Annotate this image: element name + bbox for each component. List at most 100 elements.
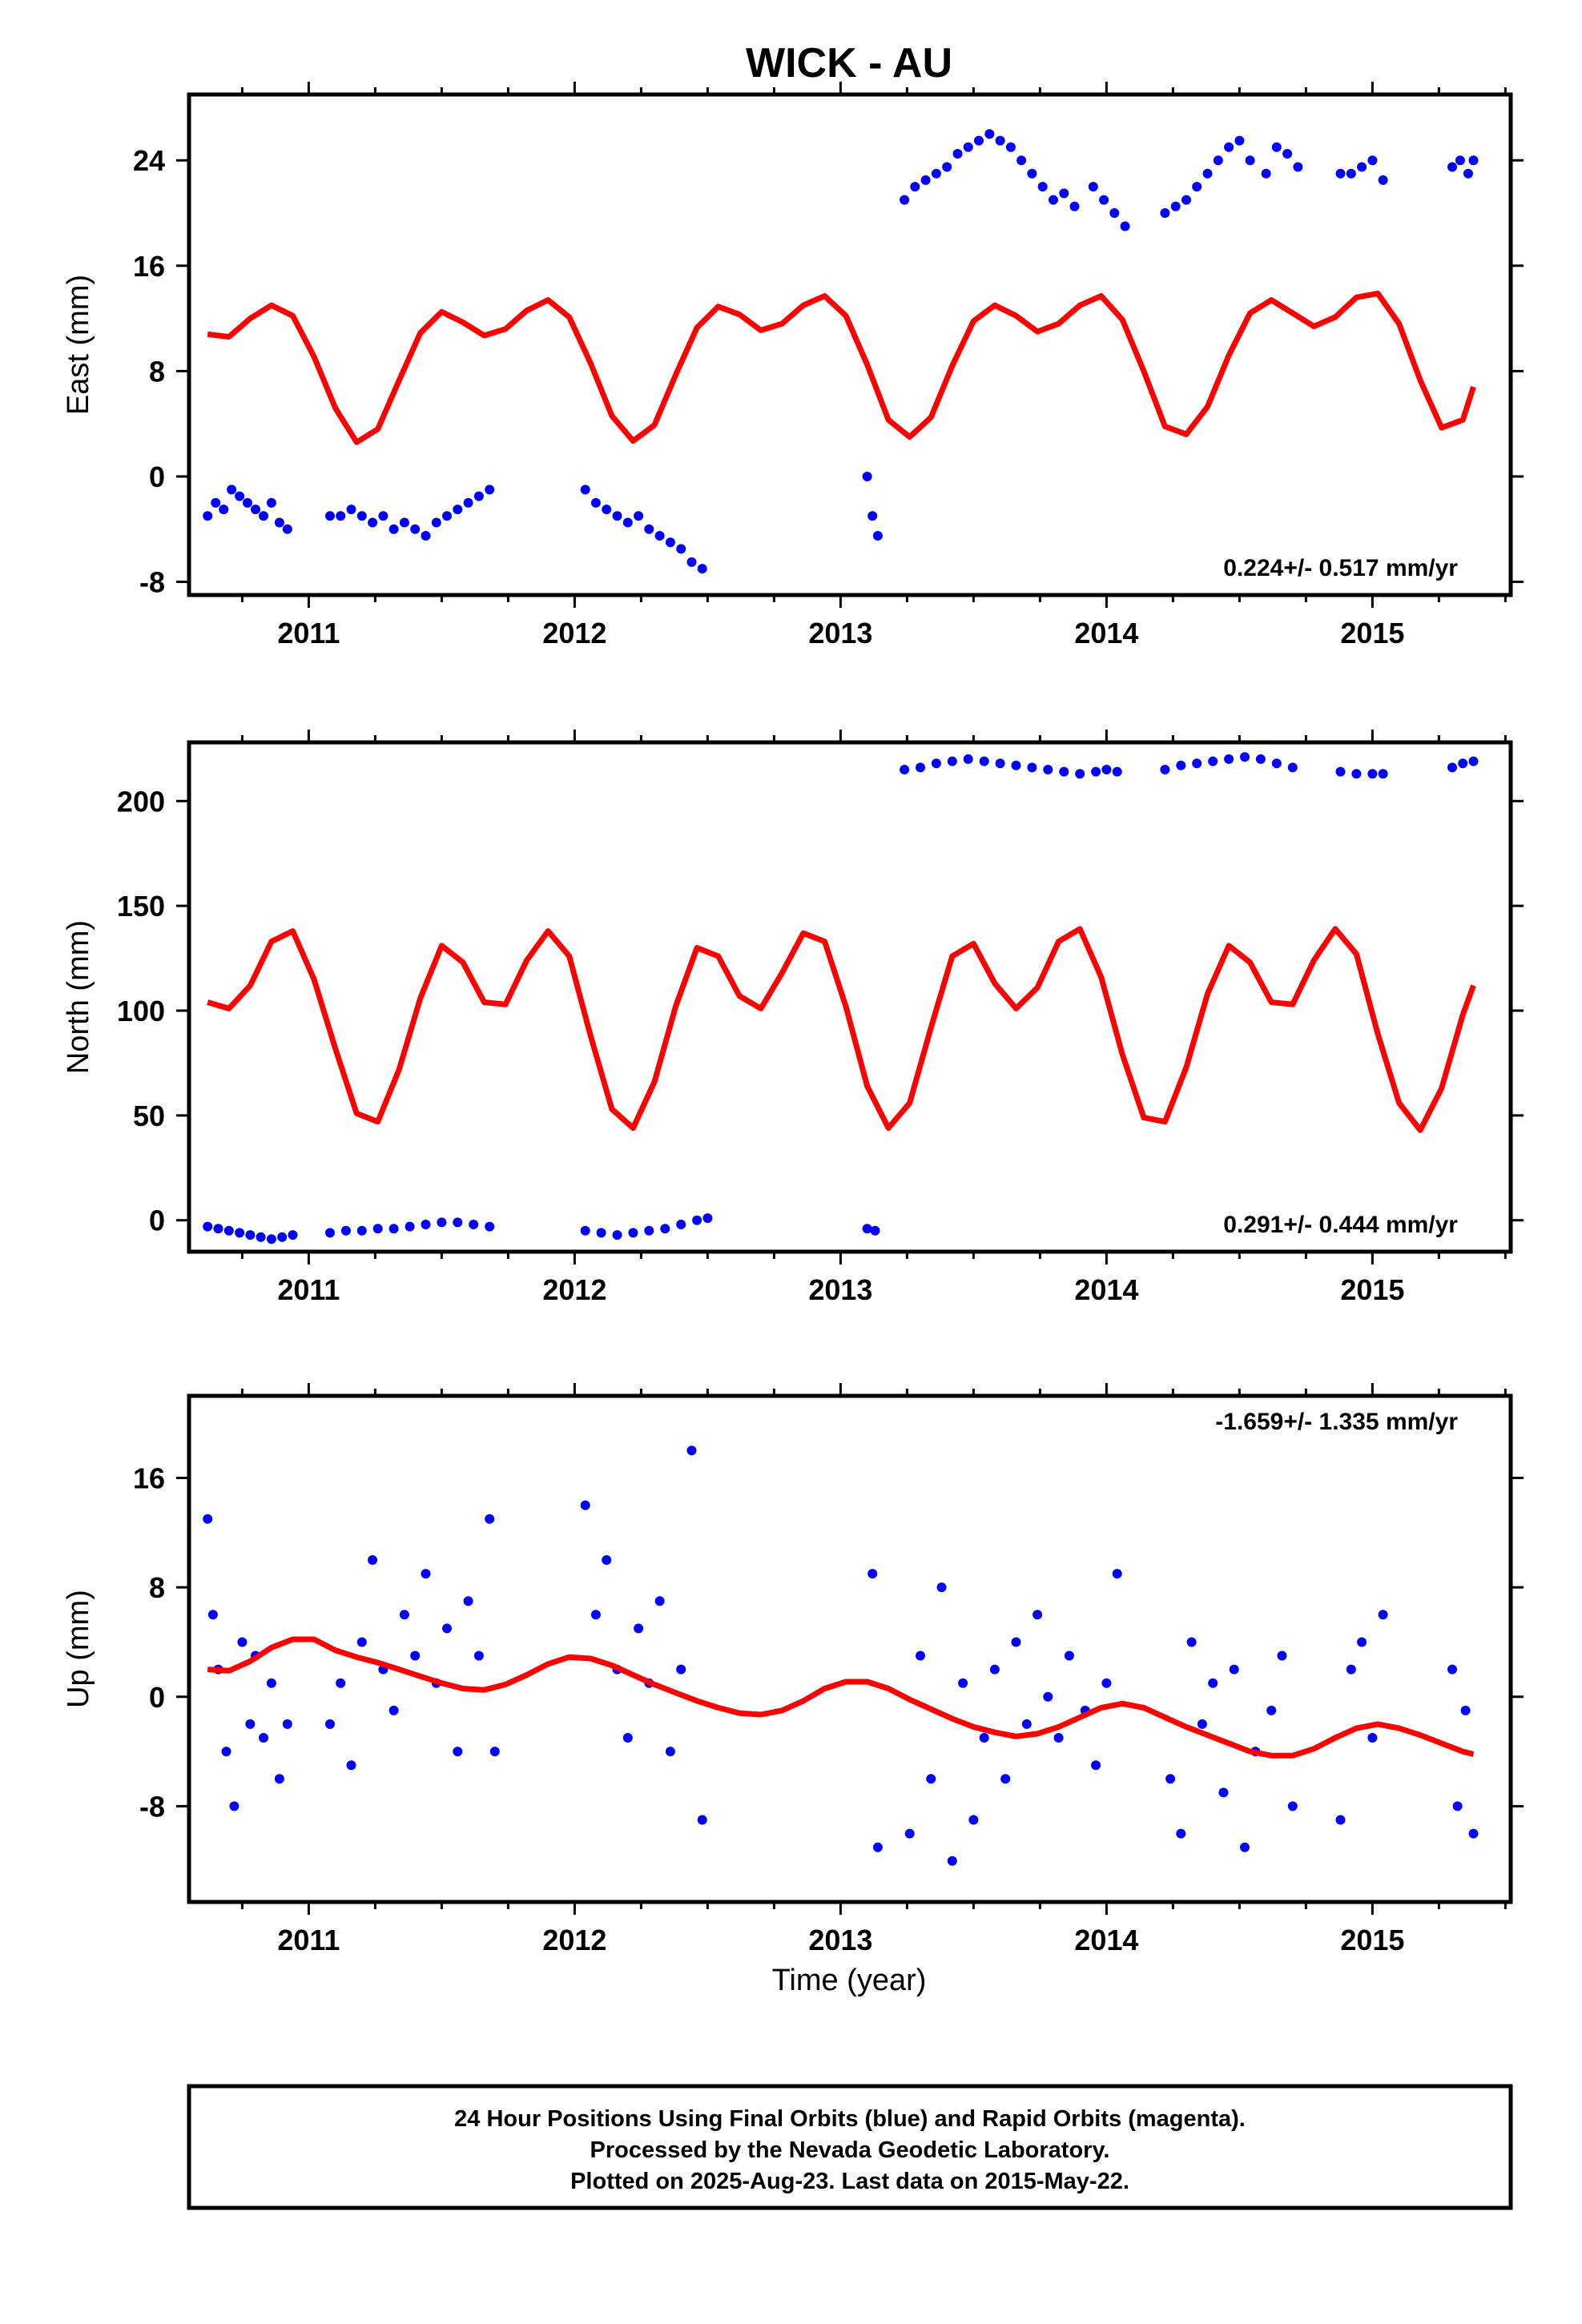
data-point-up xyxy=(1378,1610,1388,1620)
data-point-up xyxy=(872,1842,883,1852)
data-point-north xyxy=(963,754,973,764)
data-point-north xyxy=(1208,756,1218,766)
data-point-up xyxy=(1218,1787,1229,1798)
data-point-up xyxy=(634,1623,644,1634)
data-point-up xyxy=(1468,1828,1479,1839)
data-point-east xyxy=(872,531,883,541)
data-point-east xyxy=(1160,208,1170,218)
data-point-east xyxy=(227,485,237,495)
data-point-east xyxy=(1346,168,1356,179)
data-point-north xyxy=(245,1230,256,1240)
plot-area-north xyxy=(203,752,1479,1244)
data-point-east xyxy=(421,531,431,541)
data-point-east xyxy=(235,491,245,501)
data-point-up xyxy=(947,1856,957,1866)
data-point-north xyxy=(1367,769,1378,779)
data-point-up xyxy=(473,1651,484,1661)
data-point-east xyxy=(368,517,378,528)
data-point-east xyxy=(1261,168,1271,179)
data-point-north xyxy=(1224,754,1234,764)
data-point-north xyxy=(356,1225,367,1236)
data-point-up xyxy=(368,1555,378,1565)
data-point-east xyxy=(243,497,252,508)
figure-title: WICK - AU xyxy=(746,40,952,86)
x-axis-label: Time (year) xyxy=(772,1964,927,1997)
x-tick-label-north: 2012 xyxy=(542,1273,606,1306)
data-point-up xyxy=(1186,1637,1197,1647)
data-point-north xyxy=(1468,756,1479,766)
model-line-north xyxy=(207,926,1476,1133)
data-point-east xyxy=(388,524,399,534)
data-point-east xyxy=(590,497,601,508)
data-point-east xyxy=(654,531,665,541)
data-point-up xyxy=(1357,1637,1367,1647)
data-point-east xyxy=(963,142,973,152)
data-point-north xyxy=(916,762,925,773)
data-point-east xyxy=(1059,188,1069,199)
data-point-north xyxy=(453,1217,463,1228)
data-point-up xyxy=(958,1678,968,1688)
data-point-up xyxy=(399,1610,409,1620)
x-tick-label-north: 2011 xyxy=(277,1273,340,1306)
data-point-north xyxy=(612,1230,622,1240)
data-point-east xyxy=(942,162,952,172)
data-point-east xyxy=(920,175,931,185)
data-point-east xyxy=(274,517,284,528)
data-point-north xyxy=(1447,762,1457,773)
data-point-east xyxy=(442,511,452,521)
data-point-north xyxy=(644,1225,654,1236)
data-point-north xyxy=(288,1230,298,1240)
data-point-east xyxy=(1005,142,1016,152)
data-point-east xyxy=(473,491,484,501)
plot-frame-north xyxy=(187,740,1513,1254)
data-point-up xyxy=(1335,1815,1346,1825)
data-point-up xyxy=(489,1747,500,1757)
y-axis-label-up: Up (mm) xyxy=(62,1590,95,1708)
data-point-up xyxy=(580,1500,590,1510)
data-point-up xyxy=(1460,1705,1471,1715)
data-point-north xyxy=(1271,758,1282,769)
data-point-up xyxy=(410,1651,421,1661)
data-point-up xyxy=(867,1569,878,1579)
data-point-east xyxy=(1027,168,1037,179)
data-point-up xyxy=(356,1637,367,1647)
y-tick-label-up: 16 xyxy=(133,1462,165,1494)
data-point-up xyxy=(989,1664,1000,1675)
data-point-east xyxy=(984,129,995,139)
data-point-up xyxy=(1112,1569,1122,1579)
data-point-east xyxy=(1367,155,1378,166)
data-point-up xyxy=(266,1678,276,1688)
data-point-east xyxy=(1202,168,1213,179)
data-point-north xyxy=(1027,762,1037,773)
data-point-up xyxy=(274,1774,284,1784)
y-tick-label-east: -8 xyxy=(139,566,165,599)
plot-area-up xyxy=(203,1445,1479,1866)
y-tick-label-up: 8 xyxy=(149,1571,165,1604)
data-point-up xyxy=(1240,1842,1250,1852)
data-point-east xyxy=(266,497,276,508)
x-tick-label-north: 2014 xyxy=(1074,1273,1138,1306)
data-point-east xyxy=(665,537,675,548)
data-point-east xyxy=(1213,155,1223,166)
data-point-east xyxy=(974,135,984,146)
data-point-east xyxy=(602,505,612,515)
data-point-east xyxy=(282,524,292,534)
y-tick-label-north: 200 xyxy=(117,785,165,818)
data-point-north xyxy=(203,1221,213,1232)
y-tick-label-up: 0 xyxy=(149,1681,165,1714)
footer-line-3: Plotted on 2025-Aug-23. Last data on 201… xyxy=(570,2169,1129,2194)
data-point-up xyxy=(229,1801,240,1811)
data-point-up xyxy=(926,1774,936,1784)
y-tick-label-east: 24 xyxy=(133,144,165,177)
data-point-north xyxy=(1458,758,1468,769)
data-point-up xyxy=(697,1815,707,1825)
data-point-up xyxy=(1000,1774,1011,1784)
y-tick-label-north: 150 xyxy=(117,890,165,923)
data-point-east xyxy=(1069,201,1080,211)
data-point-east xyxy=(1088,182,1098,192)
data-point-up xyxy=(1043,1691,1053,1702)
plot-frame-up xyxy=(187,1393,1513,1904)
data-point-north xyxy=(1112,766,1122,777)
data-point-up xyxy=(1229,1664,1239,1675)
data-point-north xyxy=(1160,765,1170,774)
